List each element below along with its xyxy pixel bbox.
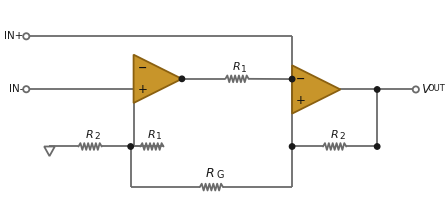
Circle shape — [289, 76, 295, 82]
Text: R: R — [148, 130, 156, 140]
Text: R: R — [206, 167, 215, 180]
Text: OUT: OUT — [428, 84, 446, 93]
Text: V: V — [421, 83, 429, 96]
Text: R: R — [331, 130, 339, 140]
Text: −: − — [138, 63, 147, 73]
Circle shape — [128, 144, 134, 149]
Text: IN-: IN- — [9, 84, 23, 94]
Text: +: + — [296, 94, 306, 107]
Circle shape — [375, 87, 380, 92]
Polygon shape — [44, 146, 55, 156]
Text: IN+: IN+ — [4, 31, 23, 41]
Text: R: R — [233, 62, 241, 72]
Circle shape — [23, 86, 30, 92]
Circle shape — [375, 144, 380, 149]
Text: 2: 2 — [339, 132, 345, 141]
Circle shape — [179, 76, 185, 82]
Text: −: − — [296, 74, 306, 84]
Polygon shape — [292, 65, 340, 114]
Text: 1: 1 — [156, 132, 162, 141]
Text: R: R — [86, 130, 94, 140]
Circle shape — [23, 33, 30, 39]
Polygon shape — [134, 55, 182, 103]
Circle shape — [413, 86, 419, 92]
Text: 2: 2 — [95, 132, 100, 141]
Text: G: G — [217, 170, 224, 180]
Circle shape — [289, 144, 295, 149]
Text: 1: 1 — [241, 64, 247, 74]
Text: +: + — [138, 83, 147, 96]
